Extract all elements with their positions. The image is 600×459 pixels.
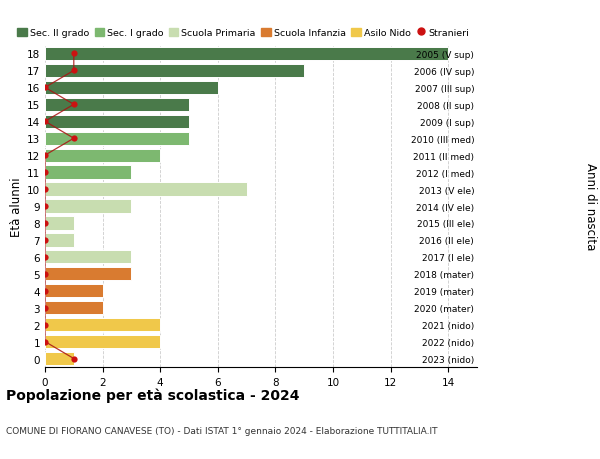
Bar [45, 149, 160, 162]
Bar [45, 132, 189, 146]
Legend: Sec. II grado, Sec. I grado, Scuola Primaria, Scuola Infanzia, Asilo Nido, Stran: Sec. II grado, Sec. I grado, Scuola Prim… [17, 29, 469, 38]
Text: Popolazione per età scolastica - 2024: Popolazione per età scolastica - 2024 [6, 388, 299, 403]
Text: Anni di nascita: Anni di nascita [584, 163, 597, 250]
Bar [45, 99, 189, 112]
Bar [45, 251, 131, 264]
Text: COMUNE DI FIORANO CANAVESE (TO) - Dati ISTAT 1° gennaio 2024 - Elaborazione TUTT: COMUNE DI FIORANO CANAVESE (TO) - Dati I… [6, 426, 437, 435]
Bar [45, 65, 304, 78]
Bar [45, 200, 131, 213]
Bar [45, 268, 131, 281]
Bar [45, 82, 218, 95]
Y-axis label: Età alunni: Età alunni [10, 177, 23, 236]
Bar [45, 183, 247, 196]
Bar [45, 217, 74, 230]
Bar [45, 319, 160, 331]
Bar [45, 48, 448, 61]
Bar [45, 302, 103, 314]
Bar [45, 234, 74, 247]
Bar [45, 285, 103, 298]
Bar [45, 166, 131, 179]
Bar [45, 115, 189, 129]
Bar [45, 352, 74, 365]
Bar [45, 335, 160, 348]
